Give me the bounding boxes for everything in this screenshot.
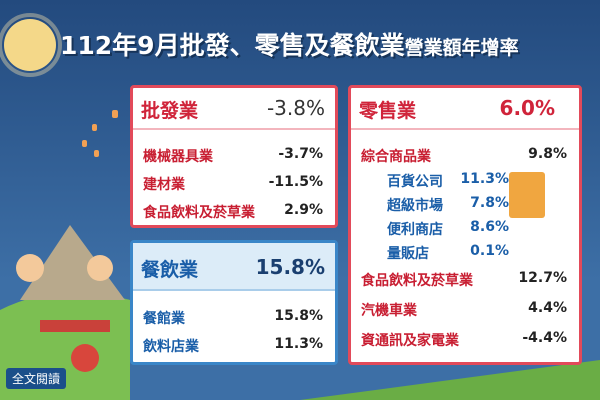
item-row: 資通訊及家電業 -4.4% — [361, 330, 567, 350]
item-value: 11.3% — [274, 336, 323, 352]
item-row: 餐館業 15.8% — [143, 308, 323, 328]
person — [16, 254, 44, 282]
gift-box-icon — [509, 172, 545, 218]
moon — [4, 19, 56, 71]
item-value: -3.7% — [278, 146, 323, 162]
item-value: 15.8% — [274, 308, 323, 324]
item-row: 百貨公司 11.3% — [387, 171, 509, 191]
item-value: -4.4% — [522, 330, 567, 346]
item-name: 百貨公司 — [387, 174, 443, 190]
food-panel: 餐飲業 15.8% 餐館業 15.8% 飲料店業 11.3% — [130, 240, 338, 365]
item-name: 汽機車業 — [361, 303, 417, 319]
item-row: 機械器具業 -3.7% — [143, 146, 323, 166]
item-row: 綜合商品業 9.8% — [361, 146, 567, 166]
item-row: 食品飲料及菸草業 2.9% — [143, 202, 323, 222]
item-name: 便利商店 — [387, 222, 443, 238]
item-name: 綜合商品業 — [361, 149, 431, 165]
item-name: 量販店 — [387, 246, 429, 262]
item-name: 機械器具業 — [143, 149, 213, 165]
moon-glow — [0, 13, 62, 77]
table — [40, 320, 110, 332]
read-more-button[interactable]: 全文閱讀 — [6, 368, 67, 389]
title-suffix: 營業額年增率 — [404, 37, 519, 59]
item-row: 食品飲料及菸草業 12.7% — [361, 270, 567, 290]
panel-header: 批發業 -3.8% — [133, 88, 335, 130]
retail-panel: 零售業 6.0% 綜合商品業 9.8% 百貨公司 11.3% 超級市場 7.8% 便利商店 8… — [348, 85, 582, 365]
item-value: 8.6% — [470, 219, 509, 235]
item-value: 9.8% — [528, 146, 567, 162]
item-value: 11.3% — [460, 171, 509, 187]
tent — [20, 225, 125, 300]
item-name: 飲料店業 — [143, 339, 199, 355]
item-row: 汽機車業 4.4% — [361, 300, 567, 320]
sector-name: 批發業 — [141, 100, 199, 122]
item-name: 餐館業 — [143, 311, 185, 327]
sector-value: -3.8% — [266, 96, 325, 120]
person — [87, 255, 113, 281]
sector-value: 15.8% — [255, 255, 325, 279]
item-value: 0.1% — [470, 243, 509, 259]
item-name: 超級市場 — [387, 198, 443, 214]
item-row: 飲料店業 11.3% — [143, 336, 323, 356]
grill — [71, 344, 99, 372]
item-value: 12.7% — [518, 270, 567, 286]
sector-name: 零售業 — [359, 100, 417, 122]
lanterns — [82, 110, 118, 157]
item-value: 2.9% — [284, 202, 323, 218]
item-name: 資通訊及家電業 — [361, 333, 459, 349]
grass — [300, 360, 600, 400]
item-value: 4.4% — [528, 300, 567, 316]
sector-value: 6.0% — [499, 96, 555, 120]
wholesale-panel: 批發業 -3.8% 機械器具業 -3.7% 建材業 -11.5% 食品飲料及菸草業 2.9… — [130, 85, 338, 228]
item-name: 食品飲料及菸草業 — [143, 205, 255, 221]
title-main: 112年9月批發、零售及餐飲業 — [60, 31, 405, 60]
sector-name: 餐飲業 — [141, 259, 199, 281]
item-row: 量販店 0.1% — [387, 243, 509, 263]
item-name: 食品飲料及菸草業 — [361, 273, 473, 289]
panel-header: 零售業 6.0% — [351, 88, 579, 130]
title: 112年9月批發、零售及餐飲業營業額年增率 — [60, 26, 519, 62]
panel-header: 餐飲業 15.8% — [133, 243, 335, 291]
item-value: 7.8% — [470, 195, 509, 211]
item-row: 超級市場 7.8% — [387, 195, 509, 215]
item-name: 建材業 — [143, 177, 185, 193]
item-row: 建材業 -11.5% — [143, 174, 323, 194]
item-value: -11.5% — [268, 174, 323, 190]
item-row: 便利商店 8.6% — [387, 219, 509, 239]
